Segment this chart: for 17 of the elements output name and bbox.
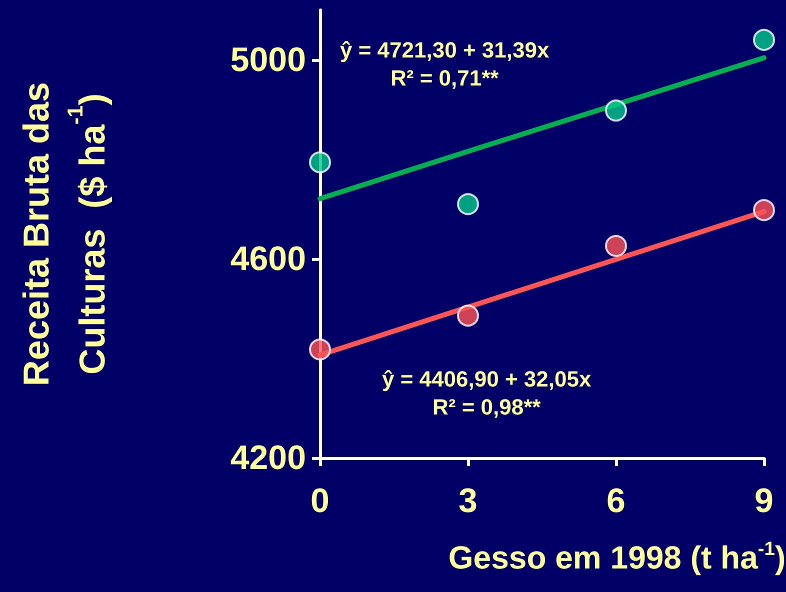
y-tick-label: 4600 [230, 240, 306, 278]
point [753, 28, 775, 51]
y-tick-label: 4200 [230, 439, 306, 477]
x-tick-label: 0 [310, 482, 330, 520]
x-tick-label: 9 [754, 482, 774, 520]
annotation: ŷ = 4721,30 + 31,39x R² = 0,71** [340, 38, 550, 90]
x-tick-label: 6 [606, 482, 626, 520]
annotation: ŷ = 4406,90 + 32,05x R² = 0,98** [382, 366, 592, 420]
point [605, 100, 627, 122]
point [309, 338, 331, 360]
x-tick-label: 3 [458, 482, 478, 520]
point [309, 151, 331, 174]
point [457, 193, 479, 216]
point [457, 304, 479, 327]
y-tick-label: 5000 [230, 40, 306, 79]
point [753, 199, 775, 222]
point [605, 234, 627, 257]
